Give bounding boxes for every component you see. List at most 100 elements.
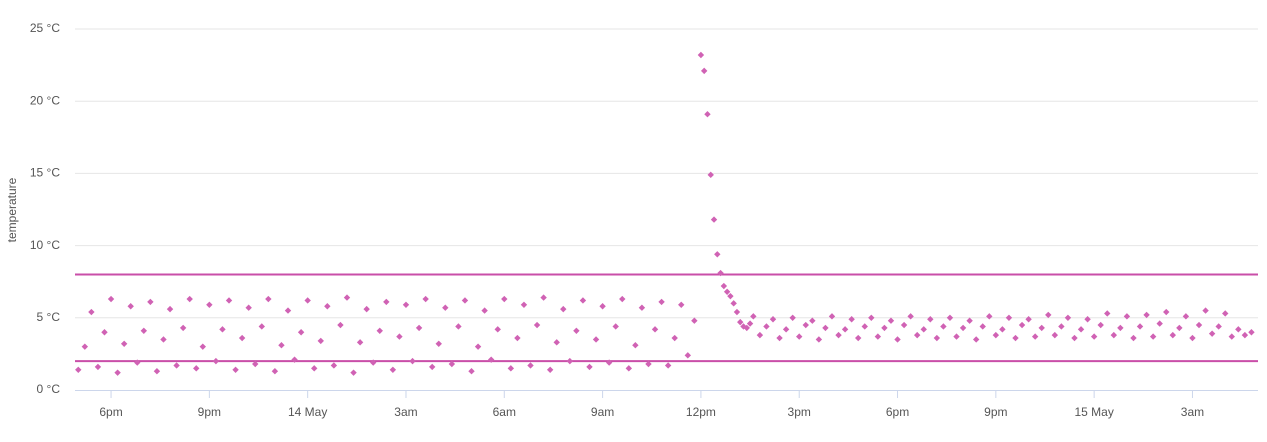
data-point (533, 321, 541, 329)
data-point (448, 360, 456, 368)
data-point (573, 327, 580, 334)
data-point (946, 314, 954, 321)
x-tick-label: 15 May (1074, 405, 1113, 419)
data-point (370, 359, 377, 366)
data-point (986, 313, 993, 320)
data-point (671, 334, 678, 342)
data-point (907, 313, 914, 320)
data-point (828, 313, 836, 320)
data-point (1104, 310, 1111, 317)
data-point (1051, 331, 1059, 339)
data-point (697, 51, 705, 59)
data-point (101, 329, 108, 336)
data-point (678, 301, 685, 309)
data-point (147, 298, 154, 306)
data-point (750, 313, 757, 320)
data-point (940, 323, 947, 330)
data-point (979, 323, 986, 330)
data-point (186, 295, 193, 303)
data-point (1130, 334, 1137, 342)
data-point (435, 340, 442, 347)
data-point (684, 352, 692, 359)
data-point (1176, 324, 1183, 332)
data-point (868, 314, 875, 321)
data-point (1117, 324, 1124, 332)
data-point (966, 317, 973, 324)
data-point (933, 334, 941, 342)
data-point (743, 324, 750, 332)
data-point (507, 365, 515, 372)
data-point (920, 326, 927, 333)
data-point (756, 331, 764, 339)
data-point (1241, 331, 1249, 339)
data-point (658, 298, 665, 306)
data-point (1005, 314, 1013, 321)
data-point (822, 324, 829, 332)
data-point (107, 295, 115, 303)
data-point (763, 323, 770, 330)
data-point (304, 297, 311, 304)
x-tick-label: 3am (394, 405, 417, 419)
x-tick-label: 9pm (198, 405, 221, 419)
data-point (632, 342, 639, 349)
data-point (972, 336, 980, 343)
data-point (120, 340, 128, 347)
data-point (127, 303, 134, 310)
data-point (1228, 333, 1235, 340)
data-point (835, 331, 842, 339)
data-point (1208, 330, 1216, 337)
data-point (402, 301, 410, 309)
data-point (1156, 320, 1163, 327)
data-point (592, 336, 600, 343)
data-point (1084, 316, 1091, 323)
data-point (1182, 313, 1190, 320)
data-point (265, 295, 272, 303)
data-point (809, 317, 816, 324)
data-point (1195, 321, 1203, 329)
data-point (782, 326, 790, 333)
data-point (700, 67, 708, 75)
data-point (363, 305, 370, 313)
data-point (396, 333, 403, 340)
data-point (733, 308, 741, 316)
data-point (1025, 316, 1032, 323)
data-point (114, 369, 121, 376)
data-point (638, 304, 646, 311)
x-tick-label: 14 May (288, 405, 327, 419)
y-tick-label: 5 °C (37, 310, 61, 324)
data-point (645, 360, 652, 368)
data-point (566, 357, 574, 365)
data-point (350, 369, 357, 376)
data-point (284, 307, 292, 314)
data-point (474, 343, 482, 350)
data-point (953, 333, 960, 340)
data-point (1202, 307, 1209, 314)
data-point (707, 171, 714, 179)
data-point (422, 295, 429, 303)
data-point (206, 301, 213, 309)
data-point (815, 336, 823, 343)
y-tick-label: 15 °C (30, 166, 60, 180)
data-point (1058, 323, 1065, 330)
data-point (746, 320, 754, 327)
x-tick-label: 6am (493, 405, 516, 419)
data-point (1248, 329, 1255, 336)
data-point (337, 321, 344, 329)
data-point (720, 282, 728, 290)
data-point (802, 321, 809, 329)
data-point (140, 327, 148, 334)
data-point (776, 334, 783, 342)
data-point (727, 292, 734, 300)
data-point (913, 331, 921, 339)
data-point (324, 303, 331, 310)
data-point (959, 324, 967, 332)
data-point (468, 368, 475, 375)
data-point (619, 295, 626, 303)
data-point (252, 360, 259, 368)
data-point (900, 321, 908, 329)
x-tick-label: 3am (1181, 405, 1204, 419)
data-point (238, 334, 246, 342)
data-point (796, 333, 803, 340)
data-point (927, 316, 934, 323)
x-tick-label: 3pm (788, 405, 811, 419)
